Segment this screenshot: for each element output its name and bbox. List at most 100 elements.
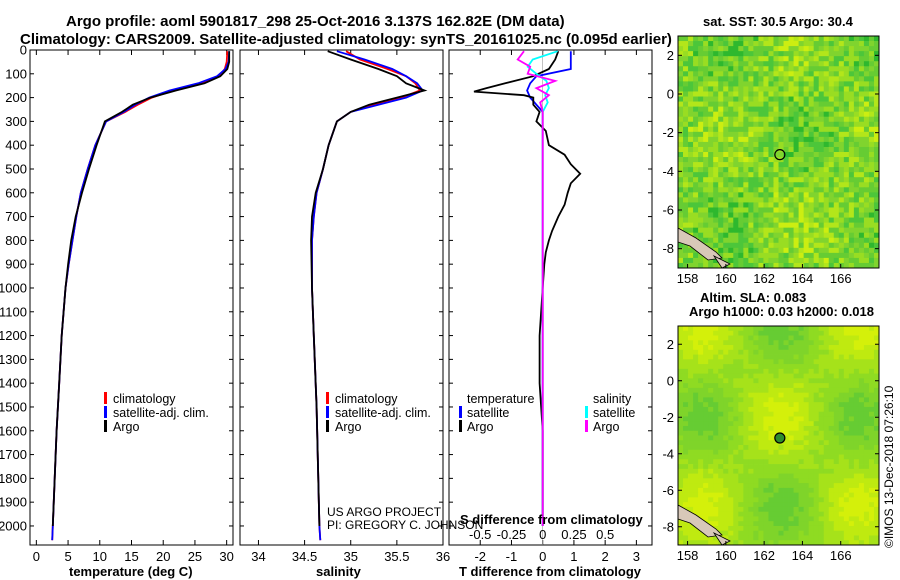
map-cell bbox=[733, 364, 739, 370]
map-cell bbox=[798, 86, 805, 92]
map-cell bbox=[768, 217, 774, 224]
map-cell bbox=[868, 56, 875, 62]
map-cell bbox=[773, 247, 779, 254]
map-cell bbox=[688, 349, 694, 355]
map-cell bbox=[778, 497, 784, 503]
map-cell bbox=[833, 167, 840, 173]
map-cell bbox=[868, 378, 875, 384]
map-cell bbox=[858, 141, 865, 148]
map-cell bbox=[733, 121, 739, 128]
map-cell bbox=[698, 464, 704, 470]
map-cell bbox=[788, 459, 794, 465]
map-cell bbox=[863, 368, 870, 375]
map-cell bbox=[818, 157, 825, 163]
map-cell bbox=[763, 506, 769, 513]
map-cell bbox=[873, 459, 880, 465]
map-cell bbox=[698, 41, 704, 47]
map-cell bbox=[833, 516, 840, 522]
map-cell bbox=[703, 121, 709, 128]
map-cell bbox=[818, 535, 825, 541]
map-cell bbox=[843, 468, 850, 474]
map-cell bbox=[868, 41, 875, 47]
map-cell bbox=[853, 392, 860, 398]
map-cell bbox=[703, 76, 709, 82]
map-cell bbox=[828, 217, 835, 224]
sst-map-frame bbox=[677, 35, 880, 269]
map-cell bbox=[743, 506, 749, 513]
map-cell bbox=[713, 237, 719, 244]
map-cell bbox=[733, 425, 739, 432]
map-cell bbox=[843, 459, 850, 465]
map-cell bbox=[798, 440, 805, 446]
map-cell bbox=[683, 51, 689, 57]
map-cell bbox=[848, 116, 855, 123]
map-cell bbox=[693, 392, 699, 398]
map-cell bbox=[868, 454, 875, 460]
map-cell bbox=[678, 445, 684, 451]
map-cell bbox=[753, 349, 759, 355]
map-cell bbox=[738, 416, 744, 422]
map-cell bbox=[738, 535, 744, 541]
map-cell bbox=[708, 468, 714, 474]
map-cell bbox=[693, 262, 699, 269]
map-cell bbox=[698, 71, 704, 77]
map-cell bbox=[813, 96, 820, 102]
map-cell bbox=[683, 440, 689, 446]
map-cell bbox=[838, 464, 845, 470]
map-cell bbox=[758, 525, 764, 532]
map-cell bbox=[873, 212, 880, 218]
map-cell bbox=[778, 227, 784, 234]
map-cell bbox=[713, 468, 719, 474]
map-cell bbox=[863, 182, 870, 188]
map-cell bbox=[808, 81, 815, 87]
map-cell bbox=[803, 378, 810, 384]
map-cell bbox=[693, 525, 699, 532]
map-cell bbox=[793, 492, 800, 498]
map-cell bbox=[728, 359, 734, 365]
map-cell bbox=[813, 126, 820, 133]
map-cell bbox=[693, 449, 699, 455]
map-cell bbox=[723, 141, 729, 148]
map-cell bbox=[738, 106, 744, 113]
map-cell bbox=[803, 364, 810, 370]
map-cell bbox=[738, 36, 744, 42]
map-cell bbox=[843, 167, 850, 173]
map-cell bbox=[833, 335, 840, 341]
map-cell bbox=[678, 359, 684, 365]
map-cell bbox=[803, 445, 810, 451]
map-cell bbox=[838, 56, 845, 62]
map-cell bbox=[828, 71, 835, 77]
map-cell bbox=[698, 502, 704, 508]
map-cell bbox=[728, 473, 734, 479]
map-cell bbox=[693, 511, 699, 517]
map-cell bbox=[858, 445, 865, 451]
map-cell bbox=[783, 373, 789, 379]
map-cell bbox=[693, 91, 699, 97]
map-cell bbox=[828, 36, 835, 42]
map-cell bbox=[813, 425, 820, 432]
map-cell bbox=[808, 487, 815, 494]
map-cell bbox=[723, 81, 729, 87]
map-cell bbox=[743, 61, 749, 67]
map-cell bbox=[708, 262, 714, 269]
map-cell bbox=[693, 445, 699, 451]
map-cell bbox=[823, 106, 830, 113]
map-cell bbox=[723, 411, 729, 417]
map-cell bbox=[758, 359, 764, 365]
map-cell bbox=[718, 326, 724, 332]
map-cell bbox=[708, 86, 714, 92]
map-cell bbox=[693, 459, 699, 465]
lat-tick-label: 2 bbox=[667, 48, 674, 63]
map-cell bbox=[798, 411, 805, 417]
map-cell bbox=[798, 345, 805, 351]
map-cell bbox=[773, 157, 779, 163]
map-cell bbox=[793, 76, 800, 82]
map-cell bbox=[773, 330, 779, 336]
map-cell bbox=[788, 242, 794, 249]
map-cell bbox=[698, 368, 704, 375]
map-cell bbox=[868, 464, 875, 470]
map-cell bbox=[788, 192, 794, 198]
map-cell bbox=[703, 411, 709, 417]
map-cell bbox=[823, 354, 830, 360]
